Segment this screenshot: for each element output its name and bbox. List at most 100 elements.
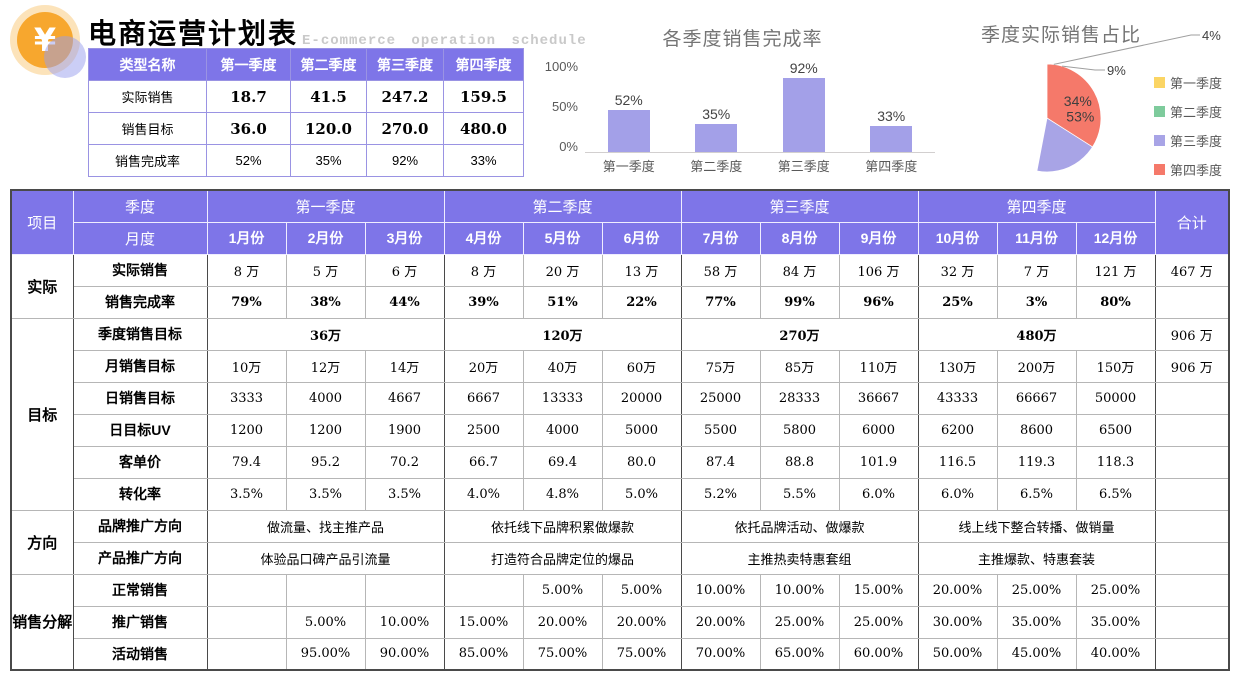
total-header[interactable]: 合计 (1154, 189, 1230, 255)
table-cell[interactable]: 依托品牌活动、做爆款 (680, 509, 919, 543)
corner-header[interactable]: 项目 (10, 189, 74, 255)
table-cell[interactable]: 20000 (601, 381, 682, 415)
table-cell[interactable]: 4.0% (443, 477, 524, 511)
table-cell[interactable]: 15.00% (838, 573, 919, 607)
summary-column-header[interactable]: 类型名称 (88, 48, 207, 81)
table-cell[interactable]: 75.00% (601, 637, 682, 671)
table-cell[interactable]: 4000 (522, 413, 603, 447)
month-header[interactable]: 5月份 (522, 221, 603, 255)
summary-cell[interactable]: 159.5 (443, 80, 524, 113)
row-label[interactable]: 月销售目标 (72, 349, 208, 383)
table-cell[interactable]: 打造符合品牌定位的爆品 (443, 541, 682, 575)
summary-cell[interactable]: 92% (366, 144, 444, 177)
total-cell[interactable] (1154, 605, 1230, 639)
table-cell[interactable]: 22% (601, 285, 682, 319)
table-cell[interactable]: 79% (206, 285, 287, 319)
table-cell[interactable]: 13 万 (601, 253, 682, 287)
table-cell[interactable]: 2500 (443, 413, 524, 447)
table-cell[interactable]: 6.0% (838, 477, 919, 511)
table-cell[interactable]: 6500 (1075, 413, 1156, 447)
table-cell[interactable]: 20.00% (680, 605, 761, 639)
table-cell[interactable]: 12万 (285, 349, 366, 383)
table-cell[interactable]: 60万 (601, 349, 682, 383)
row-label[interactable]: 活动销售 (72, 637, 208, 671)
summary-cell[interactable]: 120.0 (290, 112, 367, 145)
table-cell[interactable]: 1200 (206, 413, 287, 447)
table-cell[interactable]: 4667 (364, 381, 445, 415)
row-label[interactable]: 产品推广方向 (72, 541, 208, 575)
table-cell[interactable]: 75万 (680, 349, 761, 383)
month-header[interactable]: 11月份 (996, 221, 1077, 255)
table-cell[interactable]: 51% (522, 285, 603, 319)
table-cell[interactable]: 1200 (285, 413, 366, 447)
summary-cell[interactable]: 270.0 (366, 112, 444, 145)
table-cell[interactable]: 50.00% (917, 637, 998, 671)
summary-row-label[interactable]: 销售目标 (88, 112, 207, 145)
table-cell[interactable]: 40万 (522, 349, 603, 383)
table-cell[interactable]: 4.8% (522, 477, 603, 511)
table-cell[interactable]: 1900 (364, 413, 445, 447)
row-group-label[interactable]: 目标 (10, 317, 74, 511)
table-cell[interactable]: 25000 (680, 381, 761, 415)
total-cell[interactable] (1154, 637, 1230, 671)
row-label[interactable]: 转化率 (72, 477, 208, 511)
row-label[interactable]: 日目标UV (72, 413, 208, 447)
table-cell[interactable]: 95.2 (285, 445, 366, 479)
table-cell[interactable]: 28333 (759, 381, 840, 415)
quarter-header[interactable]: 第二季度 (443, 189, 682, 223)
table-cell[interactable]: 87.4 (680, 445, 761, 479)
month-header[interactable]: 12月份 (1075, 221, 1156, 255)
table-cell[interactable]: 95.00% (285, 637, 366, 671)
row-label[interactable]: 销售完成率 (72, 285, 208, 319)
table-cell[interactable]: 5.2% (680, 477, 761, 511)
month-header[interactable]: 2月份 (285, 221, 366, 255)
table-cell[interactable]: 5800 (759, 413, 840, 447)
table-cell[interactable]: 10.00% (364, 605, 445, 639)
table-cell[interactable]: 20.00% (917, 573, 998, 607)
table-cell[interactable]: 6.5% (1075, 477, 1156, 511)
table-cell[interactable]: 85万 (759, 349, 840, 383)
row-label[interactable]: 正常销售 (72, 573, 208, 607)
table-cell[interactable]: 25.00% (759, 605, 840, 639)
table-cell[interactable]: 13333 (522, 381, 603, 415)
summary-cell[interactable]: 33% (443, 144, 524, 177)
table-cell[interactable]: 8 万 (443, 253, 524, 287)
table-cell[interactable] (206, 605, 287, 639)
summary-cell[interactable]: 41.5 (290, 80, 367, 113)
table-cell[interactable] (206, 637, 287, 671)
table-cell[interactable]: 121 万 (1075, 253, 1156, 287)
row-group-label[interactable]: 方向 (10, 509, 74, 575)
row-label[interactable]: 客单价 (72, 445, 208, 479)
table-cell[interactable]: 6.0% (917, 477, 998, 511)
table-cell[interactable]: 77% (680, 285, 761, 319)
table-cell[interactable]: 25.00% (838, 605, 919, 639)
table-cell[interactable]: 36万 (206, 317, 445, 351)
table-cell[interactable]: 8600 (996, 413, 1077, 447)
table-cell[interactable]: 5.5% (759, 477, 840, 511)
table-cell[interactable]: 20.00% (522, 605, 603, 639)
table-cell[interactable]: 58 万 (680, 253, 761, 287)
table-cell[interactable]: 45.00% (996, 637, 1077, 671)
month-header[interactable]: 6月份 (601, 221, 682, 255)
table-cell[interactable]: 5.00% (601, 573, 682, 607)
table-cell[interactable]: 3.5% (206, 477, 287, 511)
table-cell[interactable]: 8 万 (206, 253, 287, 287)
table-cell[interactable]: 主推爆款、特惠套装 (917, 541, 1156, 575)
table-cell[interactable]: 4000 (285, 381, 366, 415)
month-header[interactable]: 7月份 (680, 221, 761, 255)
table-cell[interactable]: 5000 (601, 413, 682, 447)
table-cell[interactable]: 101.9 (838, 445, 919, 479)
table-cell[interactable]: 6 万 (364, 253, 445, 287)
row-label[interactable]: 实际销售 (72, 253, 208, 287)
row-label[interactable]: 推广销售 (72, 605, 208, 639)
table-cell[interactable]: 480万 (917, 317, 1156, 351)
table-cell[interactable]: 10.00% (759, 573, 840, 607)
table-cell[interactable]: 106 万 (838, 253, 919, 287)
table-cell[interactable]: 14万 (364, 349, 445, 383)
table-cell[interactable]: 80.0 (601, 445, 682, 479)
axis-header-quarter[interactable]: 季度 (72, 189, 208, 223)
table-cell[interactable]: 38% (285, 285, 366, 319)
total-cell[interactable] (1154, 413, 1230, 447)
summary-column-header[interactable]: 第三季度 (366, 48, 444, 81)
table-cell[interactable]: 主推热卖特惠套组 (680, 541, 919, 575)
